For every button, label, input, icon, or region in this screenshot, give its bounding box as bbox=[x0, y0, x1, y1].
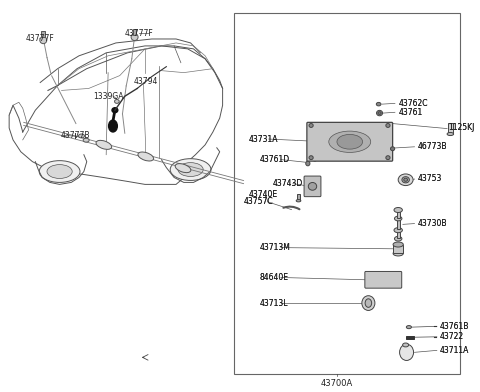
Bar bbox=[406, 336, 414, 339]
FancyBboxPatch shape bbox=[365, 271, 402, 288]
Ellipse shape bbox=[393, 242, 403, 247]
Text: 43740E: 43740E bbox=[248, 190, 277, 199]
Ellipse shape bbox=[175, 163, 191, 172]
Ellipse shape bbox=[83, 138, 89, 142]
Text: 43777B: 43777B bbox=[61, 131, 91, 140]
Ellipse shape bbox=[309, 123, 313, 127]
Ellipse shape bbox=[112, 108, 118, 113]
Text: 1339GA: 1339GA bbox=[94, 91, 124, 100]
Ellipse shape bbox=[376, 111, 383, 116]
Bar bbox=[133, 29, 136, 34]
Text: 43722: 43722 bbox=[439, 332, 463, 341]
Bar bbox=[393, 245, 403, 253]
Text: 43753: 43753 bbox=[417, 174, 442, 183]
Ellipse shape bbox=[329, 131, 371, 152]
Ellipse shape bbox=[365, 299, 372, 307]
Bar bbox=[41, 31, 45, 37]
Bar bbox=[234, 13, 460, 374]
Text: 43700A: 43700A bbox=[321, 379, 353, 388]
Ellipse shape bbox=[40, 37, 47, 44]
Ellipse shape bbox=[138, 152, 154, 161]
Ellipse shape bbox=[399, 344, 414, 361]
Ellipse shape bbox=[386, 156, 390, 160]
Text: 43757C: 43757C bbox=[243, 197, 273, 206]
Text: 43713M: 43713M bbox=[260, 243, 291, 252]
Ellipse shape bbox=[306, 161, 310, 166]
Ellipse shape bbox=[393, 251, 403, 256]
Text: 43711A: 43711A bbox=[439, 346, 468, 355]
Ellipse shape bbox=[376, 102, 381, 106]
Ellipse shape bbox=[308, 183, 317, 190]
Ellipse shape bbox=[407, 326, 411, 328]
Bar bbox=[397, 210, 399, 218]
Text: 43794: 43794 bbox=[133, 77, 158, 86]
Ellipse shape bbox=[47, 165, 72, 178]
Text: 1125KJ: 1125KJ bbox=[448, 123, 475, 132]
Text: 43731A: 43731A bbox=[248, 134, 278, 143]
Text: 43731A: 43731A bbox=[248, 134, 278, 143]
Text: 43762C: 43762C bbox=[398, 99, 428, 108]
Ellipse shape bbox=[402, 177, 409, 183]
Ellipse shape bbox=[309, 156, 313, 160]
Ellipse shape bbox=[386, 123, 390, 127]
Text: 43777F: 43777F bbox=[25, 34, 54, 43]
Ellipse shape bbox=[395, 216, 402, 221]
Ellipse shape bbox=[394, 228, 402, 233]
Text: 46773B: 46773B bbox=[417, 142, 447, 151]
Ellipse shape bbox=[447, 132, 454, 136]
Ellipse shape bbox=[337, 134, 362, 149]
Text: 43757C: 43757C bbox=[243, 197, 273, 206]
Ellipse shape bbox=[362, 296, 375, 310]
Text: 43761: 43761 bbox=[398, 108, 422, 117]
Bar bbox=[397, 218, 399, 229]
Ellipse shape bbox=[170, 159, 211, 180]
Bar bbox=[397, 230, 399, 238]
Text: 43762C: 43762C bbox=[398, 99, 428, 108]
Ellipse shape bbox=[115, 100, 119, 103]
Text: 43761: 43761 bbox=[398, 108, 422, 117]
Text: 43713M: 43713M bbox=[260, 243, 291, 252]
Bar bbox=[447, 123, 453, 134]
Text: 43713L: 43713L bbox=[260, 299, 288, 308]
Ellipse shape bbox=[313, 156, 317, 161]
Text: 43761B: 43761B bbox=[439, 322, 468, 331]
Text: 43730B: 43730B bbox=[417, 219, 447, 228]
Ellipse shape bbox=[39, 161, 80, 182]
Text: 43761D: 43761D bbox=[260, 155, 290, 164]
Ellipse shape bbox=[78, 134, 84, 138]
FancyBboxPatch shape bbox=[307, 122, 393, 161]
Bar bbox=[297, 194, 300, 200]
Ellipse shape bbox=[404, 178, 408, 181]
Text: 43743D: 43743D bbox=[273, 179, 303, 188]
Text: 43777F: 43777F bbox=[125, 29, 154, 38]
Ellipse shape bbox=[403, 343, 408, 347]
Ellipse shape bbox=[108, 120, 117, 132]
Text: 43713L: 43713L bbox=[260, 299, 288, 308]
Ellipse shape bbox=[394, 207, 402, 212]
Text: 43722: 43722 bbox=[439, 332, 463, 341]
Text: 46773B: 46773B bbox=[417, 142, 447, 151]
Text: 43743D: 43743D bbox=[273, 179, 303, 188]
Text: 84640E: 84640E bbox=[260, 273, 289, 282]
Text: 43761D: 43761D bbox=[260, 155, 290, 164]
Text: 43761B: 43761B bbox=[439, 322, 468, 331]
Ellipse shape bbox=[391, 147, 395, 151]
Text: 43753: 43753 bbox=[417, 174, 442, 183]
Ellipse shape bbox=[296, 200, 301, 202]
Ellipse shape bbox=[398, 174, 413, 185]
Ellipse shape bbox=[131, 34, 138, 40]
Ellipse shape bbox=[96, 140, 112, 149]
Ellipse shape bbox=[178, 163, 203, 176]
Text: 1125KJ: 1125KJ bbox=[448, 123, 475, 132]
Ellipse shape bbox=[378, 112, 381, 114]
Text: 43711A: 43711A bbox=[439, 346, 468, 355]
Text: 43740E: 43740E bbox=[248, 190, 277, 199]
FancyBboxPatch shape bbox=[304, 176, 321, 197]
Text: 43730B: 43730B bbox=[417, 219, 447, 228]
Ellipse shape bbox=[395, 236, 402, 241]
Text: 84640E: 84640E bbox=[260, 273, 289, 282]
